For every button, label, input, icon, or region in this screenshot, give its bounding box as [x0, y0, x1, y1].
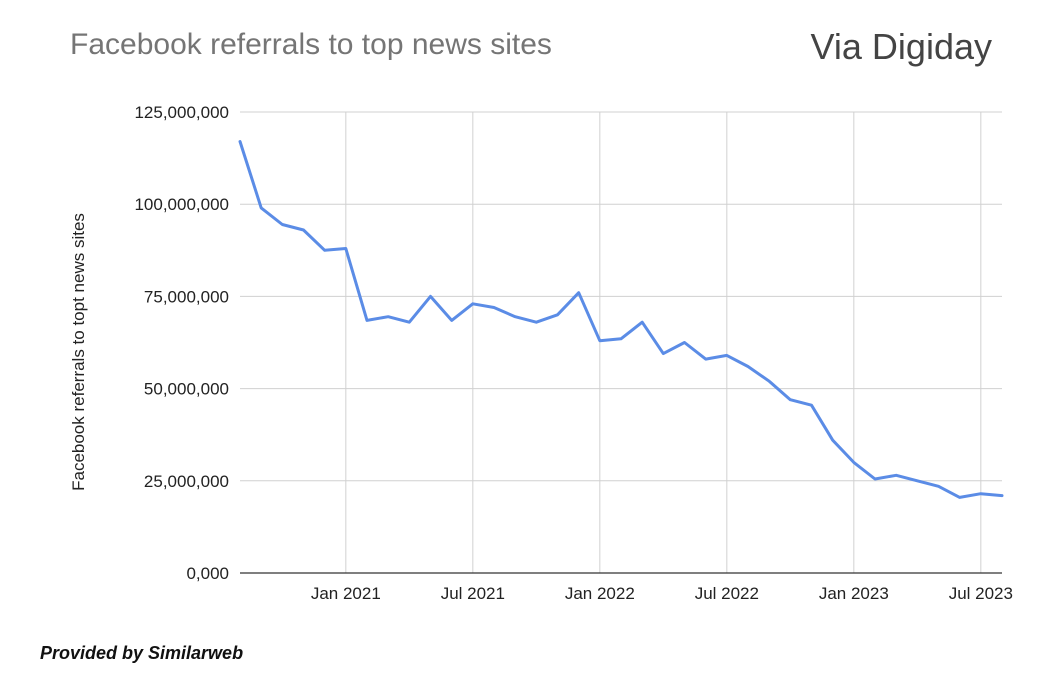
series-line-0: [238, 140, 1004, 499]
x-tick-label: Jul 2021: [441, 584, 505, 603]
grid-lines: [240, 111, 1002, 573]
x-tick-label: Jan 2021: [311, 584, 381, 603]
x-tick-label: Jul 2022: [695, 584, 759, 603]
x-tick-label: Jan 2022: [565, 584, 635, 603]
y-tick-label: 50,000,000: [144, 380, 229, 399]
footer-credit: Provided by Similarweb: [40, 643, 244, 663]
series-layer: [238, 140, 1004, 499]
y-axis-ticks: 0,000 25,000,000 50,000,000 75,000,000 100,0…: [134, 103, 229, 583]
y-tick-label: 100,000,000: [134, 195, 229, 214]
x-axis-ticks: Jan 2021 Jul 2021 Jan 2022 Jul 2022 Jan 2023…: [311, 584, 1013, 603]
y-tick-label: 25,000,000: [144, 472, 229, 491]
chart-title: Facebook referrals to top news sites: [70, 28, 552, 61]
y-tick-label: 0,000: [186, 564, 229, 583]
y-axis-label: Facebook referrals to topt news sites: [69, 213, 88, 491]
y-tick-label: 75,000,000: [144, 287, 229, 306]
source-label: Via Digiday: [810, 26, 992, 67]
x-tick-label: Jul 2023: [949, 584, 1013, 603]
y-tick-label: 125,000,000: [134, 103, 229, 122]
x-tick-label: Jan 2023: [819, 584, 889, 603]
